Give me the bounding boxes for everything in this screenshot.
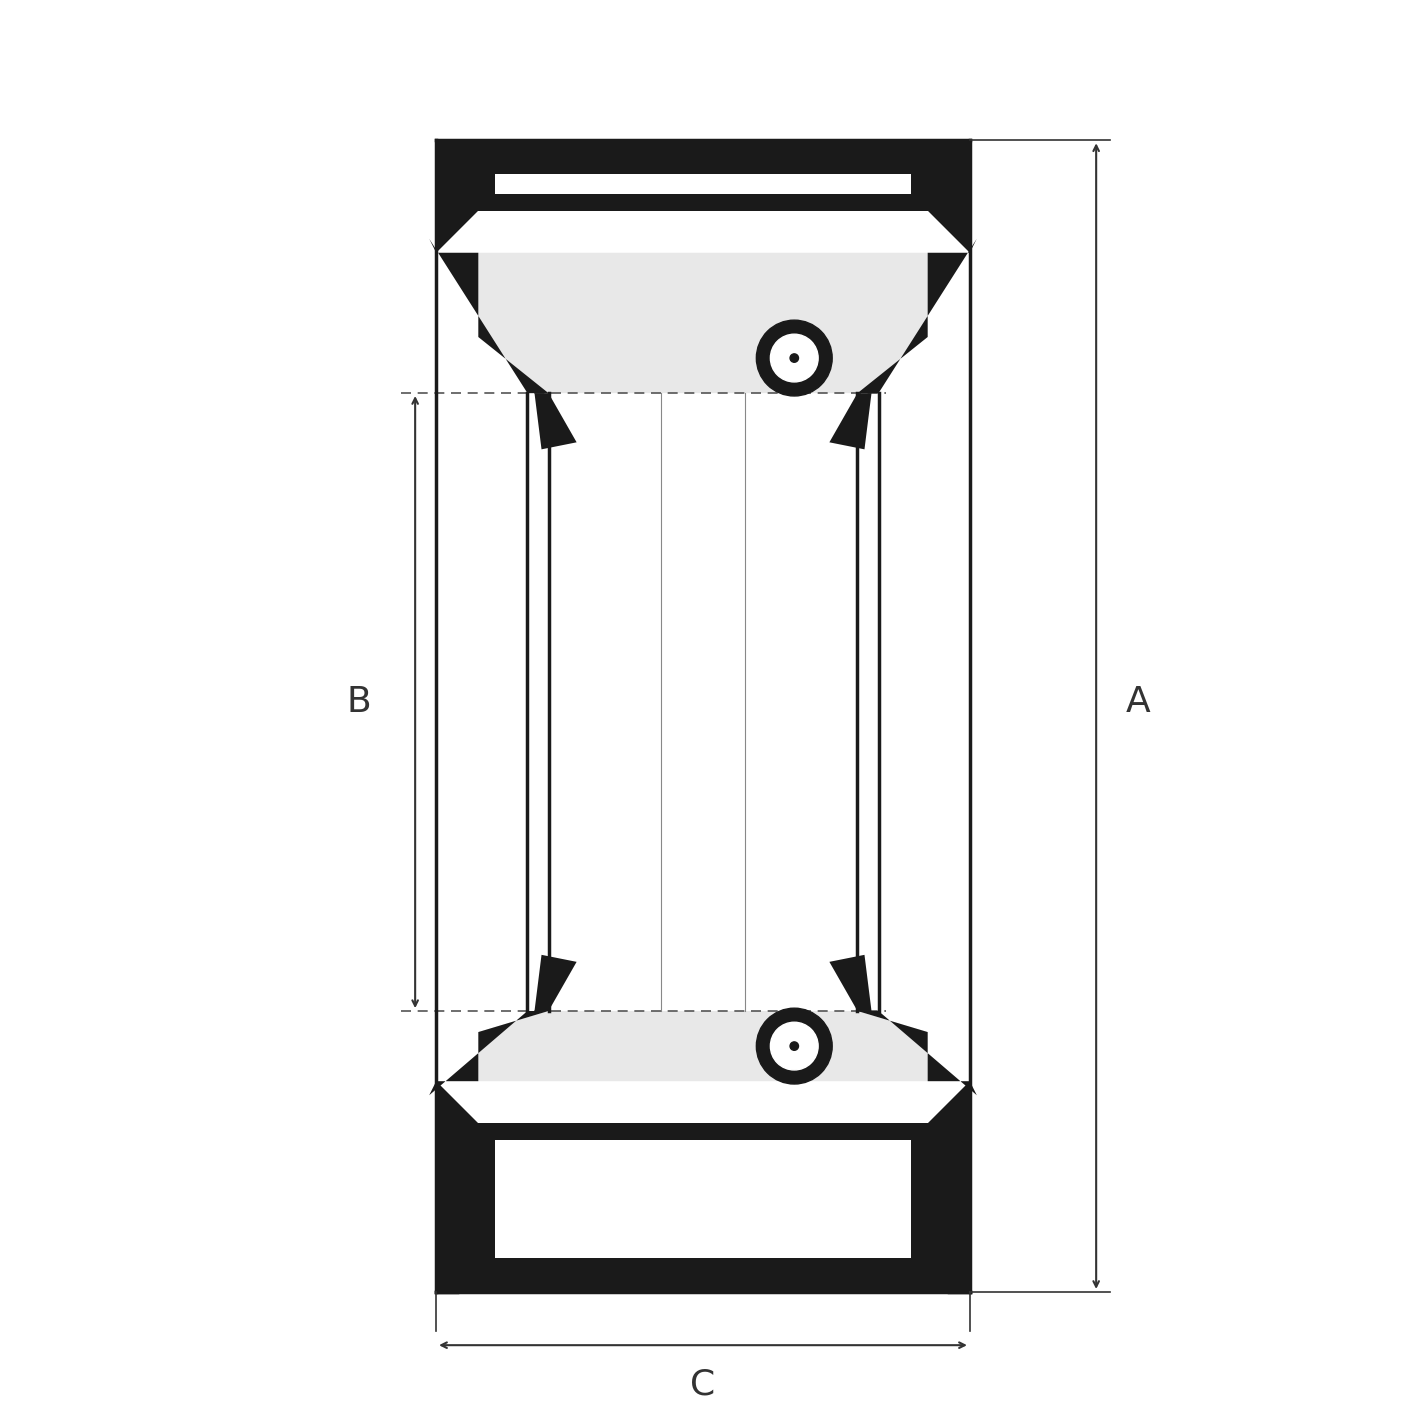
Circle shape xyxy=(756,321,832,396)
Polygon shape xyxy=(928,141,970,253)
Polygon shape xyxy=(534,394,576,450)
Polygon shape xyxy=(436,141,970,174)
Circle shape xyxy=(790,354,799,363)
Polygon shape xyxy=(478,174,928,211)
Polygon shape xyxy=(928,1081,970,1292)
Text: B: B xyxy=(347,685,371,718)
Polygon shape xyxy=(478,174,928,211)
Polygon shape xyxy=(495,174,911,194)
Circle shape xyxy=(770,1022,818,1070)
Polygon shape xyxy=(478,1011,928,1081)
Circle shape xyxy=(770,335,818,382)
Polygon shape xyxy=(858,239,977,394)
Polygon shape xyxy=(858,1011,977,1095)
Text: C: C xyxy=(690,1368,716,1402)
Polygon shape xyxy=(830,955,872,1011)
Polygon shape xyxy=(534,955,576,1011)
Polygon shape xyxy=(429,1011,548,1095)
Circle shape xyxy=(790,1042,799,1050)
Polygon shape xyxy=(478,1123,928,1292)
Polygon shape xyxy=(495,1140,911,1258)
Polygon shape xyxy=(436,1258,970,1292)
Polygon shape xyxy=(436,1081,478,1292)
Text: A: A xyxy=(1126,685,1150,718)
Polygon shape xyxy=(429,239,548,394)
Polygon shape xyxy=(478,253,928,394)
Polygon shape xyxy=(436,141,478,253)
Circle shape xyxy=(756,1008,832,1084)
Polygon shape xyxy=(478,141,928,211)
Polygon shape xyxy=(478,1123,928,1258)
Polygon shape xyxy=(830,394,872,450)
